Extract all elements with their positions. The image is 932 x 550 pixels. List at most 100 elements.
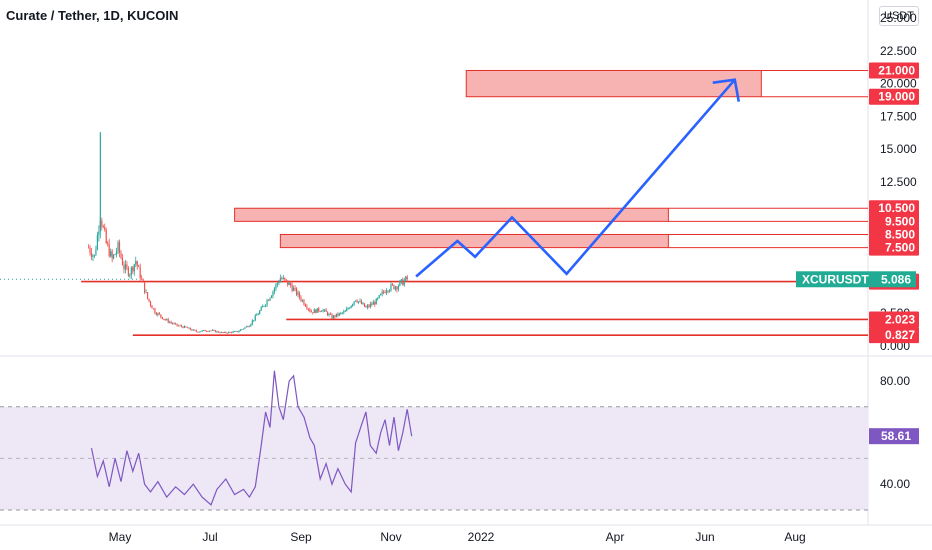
candle-body bbox=[155, 313, 158, 315]
time-tick-label: May bbox=[109, 530, 132, 544]
candle-body bbox=[383, 291, 385, 293]
candle-body bbox=[402, 279, 404, 286]
candle-body bbox=[385, 290, 388, 293]
candle-body bbox=[104, 226, 106, 231]
candle-body bbox=[234, 331, 236, 333]
candle-body bbox=[273, 288, 276, 292]
candle-body bbox=[120, 252, 122, 258]
candle-body bbox=[309, 309, 311, 312]
candle-body bbox=[397, 285, 399, 290]
candle-body bbox=[368, 305, 370, 307]
candle-body bbox=[287, 280, 289, 286]
candle-body bbox=[357, 301, 360, 303]
candle-body bbox=[244, 327, 246, 329]
price-tag-label: 10.500 bbox=[878, 201, 915, 215]
candle-body bbox=[391, 284, 394, 286]
candle-body bbox=[197, 331, 199, 333]
candle-body bbox=[304, 304, 307, 307]
price-tag-label: 9.500 bbox=[885, 214, 915, 228]
time-tick-label: Jul bbox=[202, 530, 217, 544]
candle-body bbox=[278, 282, 280, 284]
candle-body bbox=[186, 327, 188, 329]
candle-body bbox=[297, 292, 299, 295]
resistance-zone bbox=[234, 207, 669, 222]
candle-body bbox=[303, 300, 305, 305]
candle-body bbox=[290, 282, 292, 286]
chart-title: Curate / Tether, 1D, KUCOIN bbox=[6, 8, 179, 23]
candle-body bbox=[294, 288, 296, 289]
candle-body bbox=[95, 249, 97, 256]
candle-body bbox=[371, 303, 373, 305]
candle-body bbox=[225, 332, 227, 333]
candle-body bbox=[217, 331, 219, 333]
candle-body bbox=[254, 315, 256, 321]
candle-body bbox=[335, 313, 338, 317]
candle-body bbox=[279, 278, 281, 283]
candle-body bbox=[316, 308, 318, 313]
candle-body bbox=[380, 293, 382, 296]
candle-body bbox=[251, 320, 253, 325]
time-tick-label: Jun bbox=[695, 530, 714, 544]
candle-body bbox=[208, 330, 211, 332]
candle-body bbox=[138, 265, 140, 267]
candle-body bbox=[139, 266, 141, 279]
price-tag bbox=[869, 311, 919, 328]
candle-body bbox=[163, 318, 165, 320]
candle-body bbox=[396, 286, 398, 290]
candle-body bbox=[253, 320, 255, 321]
candle-body bbox=[269, 297, 271, 301]
candle-body bbox=[210, 330, 212, 332]
candle-body bbox=[164, 319, 166, 321]
price-tag bbox=[869, 62, 919, 79]
candle-body bbox=[341, 312, 343, 314]
candle-body bbox=[263, 306, 265, 307]
candle-body bbox=[284, 277, 286, 280]
candle-body bbox=[288, 282, 290, 286]
last-price-label: 5.086 bbox=[881, 272, 911, 286]
candle-body bbox=[266, 300, 268, 305]
currency-selector-button[interactable]: USDT bbox=[879, 6, 919, 26]
candle-body bbox=[198, 331, 200, 333]
price-tag bbox=[869, 88, 919, 105]
candle-body bbox=[96, 234, 98, 250]
candle-body bbox=[152, 308, 155, 310]
candle-body bbox=[405, 276, 407, 281]
candle-body bbox=[403, 280, 405, 286]
candle-body bbox=[157, 313, 159, 315]
candle-body bbox=[161, 316, 163, 319]
candle-body bbox=[136, 261, 138, 266]
candle-body bbox=[275, 284, 277, 289]
candle-body bbox=[239, 329, 242, 332]
candle-body bbox=[90, 252, 93, 257]
price-tick-label: 12.500 bbox=[880, 175, 917, 189]
candle-body bbox=[295, 288, 298, 295]
candle-body bbox=[362, 303, 364, 305]
candle-body bbox=[281, 278, 283, 279]
candle-body bbox=[235, 331, 237, 332]
time-tick-label: Apr bbox=[606, 530, 625, 544]
candle-body bbox=[130, 267, 132, 276]
candle-body bbox=[117, 242, 119, 252]
candle-body bbox=[133, 264, 135, 272]
candle-body bbox=[211, 330, 214, 331]
candle-body bbox=[127, 267, 129, 276]
time-tick-label: Sep bbox=[290, 530, 312, 544]
price-tick-label: 22.500 bbox=[880, 44, 917, 58]
candle-body bbox=[306, 306, 308, 309]
price-tag bbox=[869, 200, 919, 217]
candle-body bbox=[347, 308, 349, 310]
candle-body bbox=[394, 286, 397, 290]
candle-body bbox=[173, 323, 175, 325]
price-tag-label: 21.000 bbox=[878, 63, 915, 77]
candles bbox=[87, 217, 408, 334]
candle-body bbox=[390, 284, 392, 291]
price-tag bbox=[869, 213, 919, 230]
candle-body bbox=[282, 277, 284, 279]
candle-body bbox=[325, 309, 327, 312]
candle-body bbox=[146, 292, 149, 299]
candle-body bbox=[174, 323, 177, 325]
resistance-zone bbox=[279, 233, 669, 249]
candle-body bbox=[340, 312, 342, 314]
candle-body bbox=[189, 327, 191, 330]
